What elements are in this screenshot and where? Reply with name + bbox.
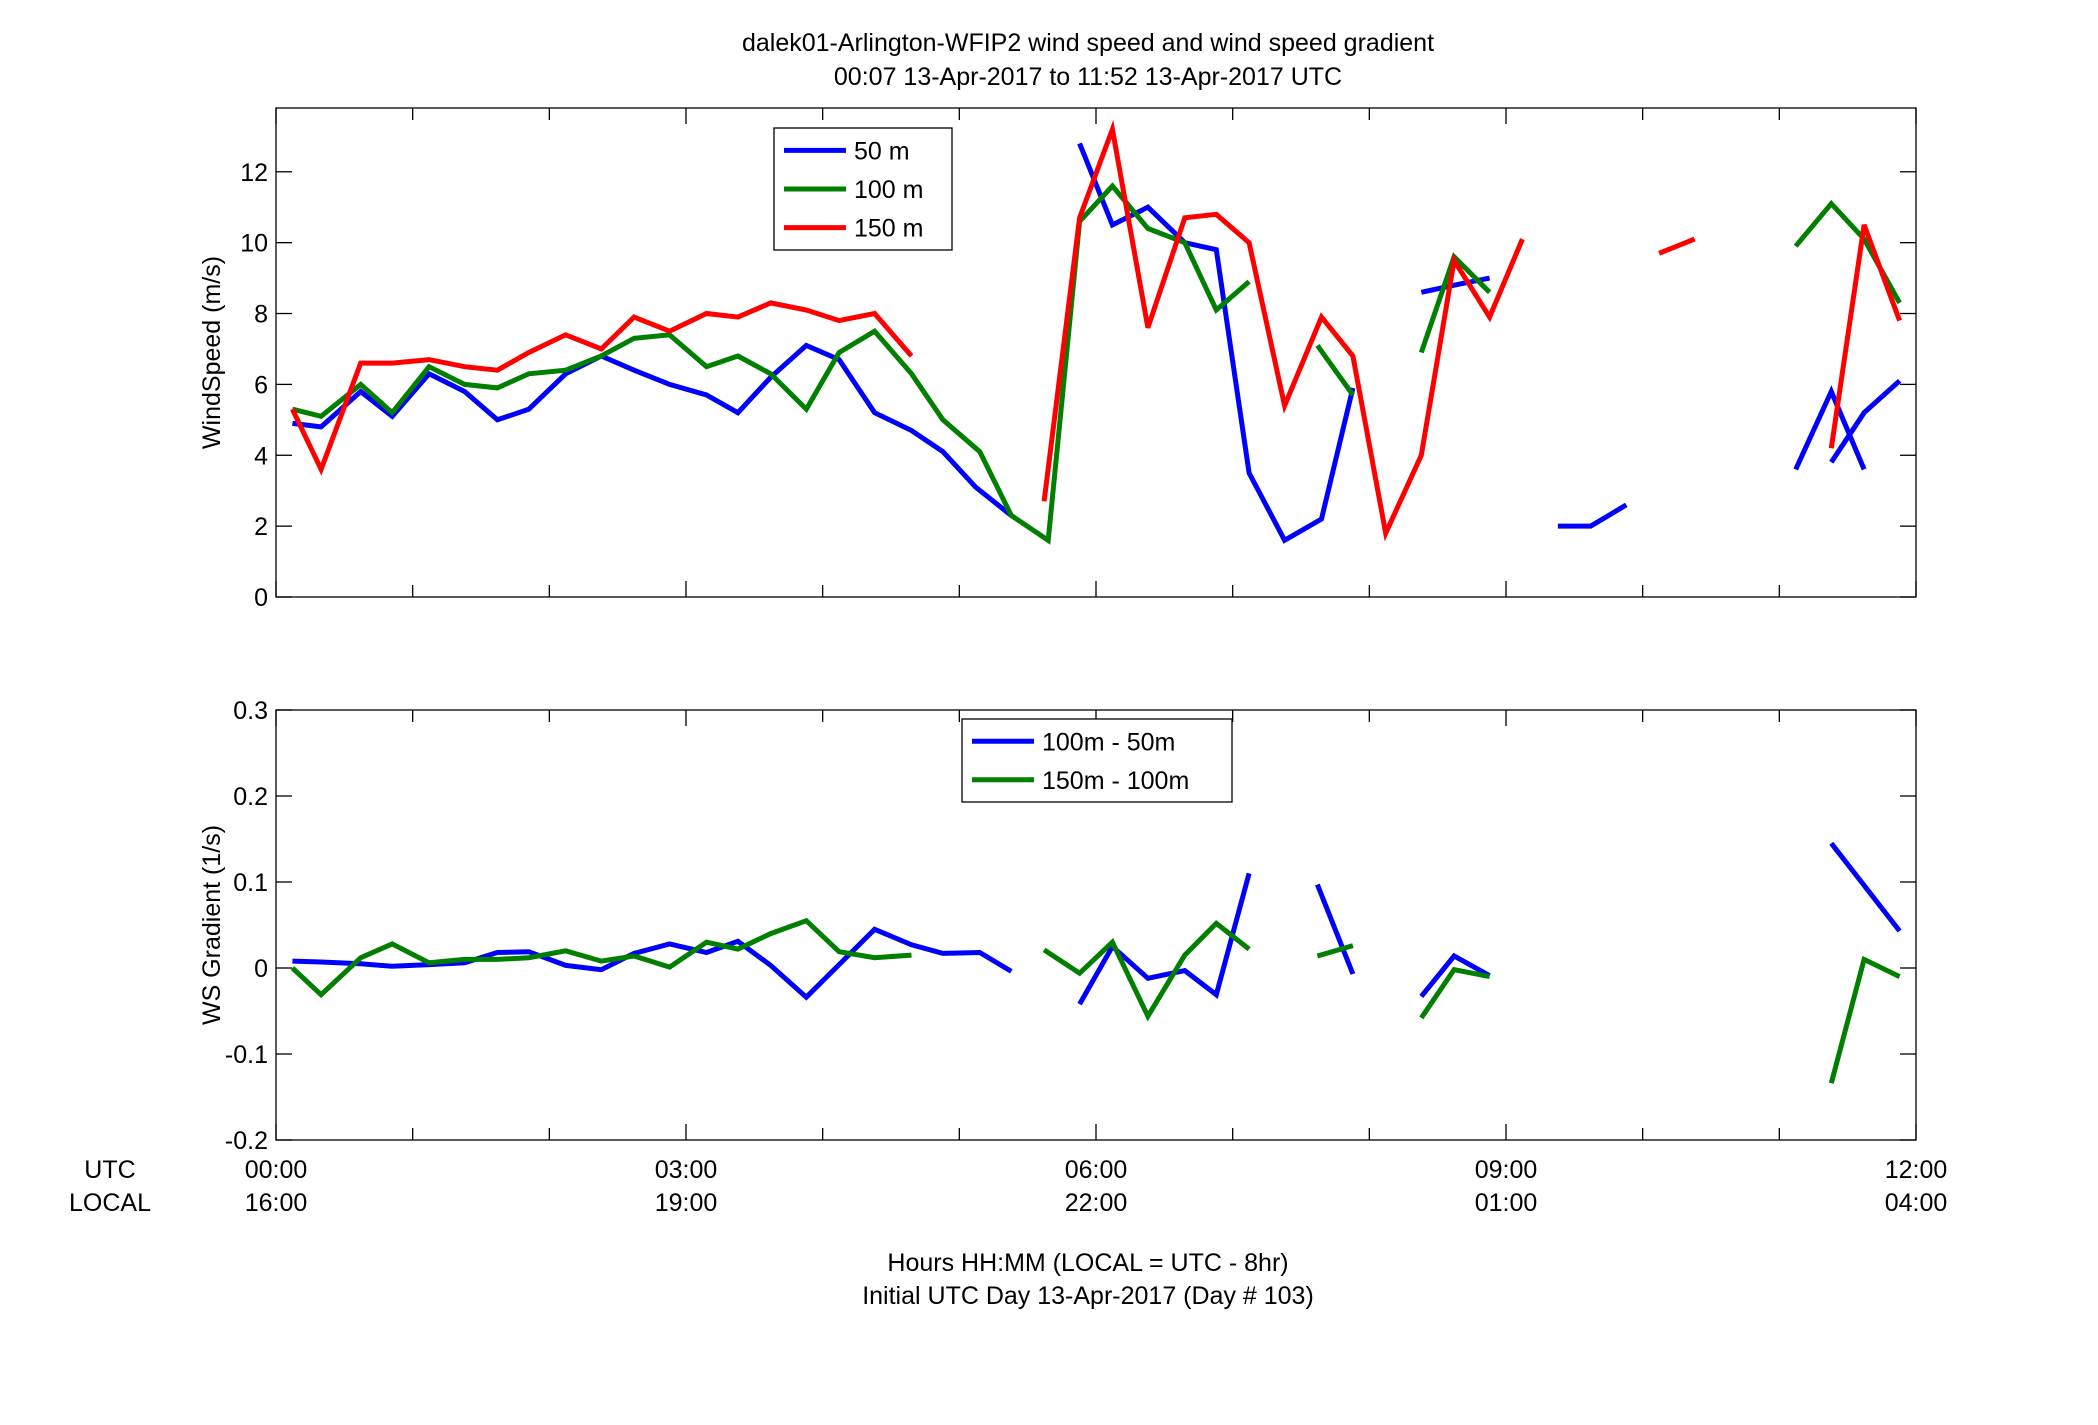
x-axis-label-2: Initial UTC Day 13-Apr-2017 (Day # 103) xyxy=(862,1282,1314,1310)
y-tick-label: 2 xyxy=(254,513,268,541)
x-tick-label-local: 19:00 xyxy=(655,1189,718,1217)
legend-label: 100 m xyxy=(854,176,923,204)
legend-label: 50 m xyxy=(854,137,910,165)
legend-box xyxy=(961,718,1233,803)
y-tick-label: 8 xyxy=(254,301,268,329)
x-tick-labels: 00:00 16:00 03:00 19:00 06:00 22:00 09:00 01:00… xyxy=(245,1156,1948,1217)
legend-label: 150m - 100m xyxy=(1042,767,1189,795)
y-axis-label: WindSpeed (m/s) xyxy=(198,256,226,449)
series-line-100-m xyxy=(1315,343,1355,397)
series-line-150-m xyxy=(1658,236,1696,256)
series-line-100m---50m xyxy=(1077,872,1252,1006)
x-row-label-local: LOCAL xyxy=(69,1189,151,1217)
y-tick-label: 12 xyxy=(240,159,268,187)
series-line-100m---50m xyxy=(1419,952,1491,998)
x-tick-label-utc: 03:00 xyxy=(655,1156,718,1184)
y-tick-label: 0.2 xyxy=(233,783,268,811)
series-line-50-m xyxy=(1077,142,1356,544)
y-tick-label: 0.1 xyxy=(233,869,268,897)
y-tick-label: 10 xyxy=(240,230,268,258)
series-line-100m---50m xyxy=(292,926,1013,1001)
series-line-50-m xyxy=(1793,385,1867,471)
series-line-150m---100m xyxy=(1316,943,1354,959)
y-axis-label: WS Gradient (1/s) xyxy=(198,825,226,1025)
x-tick-label-local: 04:00 xyxy=(1885,1189,1948,1217)
series-line-100m---50m xyxy=(1315,883,1356,975)
series-line-150-m xyxy=(1828,224,1902,449)
series-line-100-m xyxy=(291,182,1251,545)
chart-title: dalek01-Arlington-WFIP2 wind speed and w… xyxy=(742,29,1434,57)
series-line-100m---50m xyxy=(1829,841,1902,933)
x-tick-label-utc: 06:00 xyxy=(1065,1156,1128,1184)
x-tick-label-utc: 00:00 xyxy=(245,1156,308,1184)
x-tick-label-utc: 09:00 xyxy=(1475,1156,1538,1184)
x-tick-label-local: 01:00 xyxy=(1475,1189,1538,1217)
chart-subtitle: 00:07 13-Apr-2017 to 11:52 13-Apr-2017 U… xyxy=(834,63,1342,91)
series-line-150m---100m xyxy=(1828,955,1901,1084)
windspeed-panel: 0 2 4 6 8 10 12 WindSpeed (m/s) 50 m 100 m 150 m xyxy=(198,107,1917,612)
series-line-150m---100m xyxy=(290,917,912,999)
series-line-50-m xyxy=(1829,378,1902,464)
y-tick-label: 4 xyxy=(254,442,268,470)
y-tick-label: 0 xyxy=(254,955,268,983)
y-tick-label: 0 xyxy=(254,584,268,612)
y-tick-label: -0.2 xyxy=(225,1127,268,1155)
x-tick-label-utc: 12:00 xyxy=(1885,1156,1948,1184)
series-line-150m---100m xyxy=(1042,919,1251,1022)
x-row-label-utc: UTC xyxy=(84,1156,135,1184)
series-line-50-m xyxy=(1557,502,1628,529)
x-axis-label: Hours HH:MM (LOCAL = UTC - 8hr) xyxy=(887,1249,1288,1277)
series-line-150-m xyxy=(290,300,914,476)
series-line-150m---100m xyxy=(1419,966,1491,1020)
x-tick-label-local: 16:00 xyxy=(245,1189,308,1217)
gradient-panel: -0.2 -0.1 0 0.1 0.2 0.3 WS Gradient (1/s) 100m … xyxy=(198,697,1917,1155)
x-tick-label-local: 22:00 xyxy=(1065,1189,1128,1217)
y-tick-label: 0.3 xyxy=(233,697,268,725)
legend-label: 100m - 50m xyxy=(1042,728,1175,756)
y-tick-label: -0.1 xyxy=(225,1041,268,1069)
y-tick-label: 6 xyxy=(254,371,268,399)
series-line-50-m xyxy=(292,342,1013,518)
series-line-150-m xyxy=(1041,119,1525,542)
legend-label: 150 m xyxy=(854,215,923,243)
